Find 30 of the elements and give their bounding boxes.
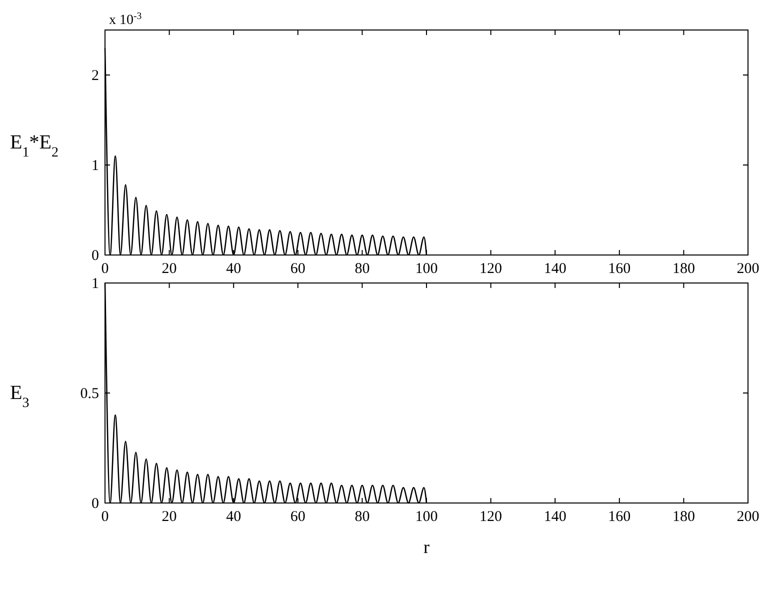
y-tick-label: 0.5 <box>80 386 99 402</box>
y-tick-label: 1 <box>92 158 99 174</box>
x-tick-label: 200 <box>736 509 759 525</box>
x-tick-label: 160 <box>608 261 631 277</box>
y-axis-title: E$_{3}$ <box>10 382 30 410</box>
x-tick-label: 120 <box>480 509 502 525</box>
x-tick-label: 40 <box>226 509 242 525</box>
y-axis-title: E$_{1}$*E$_{2}$ <box>10 132 58 160</box>
x-axis-title: r <box>424 537 430 557</box>
y-tick-label: 2 <box>92 68 99 84</box>
y-tick-label: 1 <box>92 276 99 292</box>
x-tick-label: 100 <box>415 509 438 525</box>
x-tick-label: 200 <box>736 261 759 277</box>
x-tick-label: 20 <box>162 261 177 277</box>
x-tick-label: 100 <box>415 261 438 277</box>
x-tick-label: 180 <box>672 261 695 277</box>
text: x 10$^{-3}$ <box>109 10 142 28</box>
x-tick-label: 20 <box>162 509 177 525</box>
x-tick-label: 60 <box>290 261 306 277</box>
x-tick-label: 160 <box>608 509 631 525</box>
x-tick-label: 80 <box>354 261 370 277</box>
x-tick-label: 180 <box>672 509 695 525</box>
y-tick-label: 0 <box>92 248 99 264</box>
x-tick-label: 140 <box>544 509 566 525</box>
x-tick-label: 120 <box>480 261 502 277</box>
x-tick-label: 80 <box>354 509 370 525</box>
y-tick-label: 0 <box>92 496 99 512</box>
x-tick-label: 60 <box>290 509 306 525</box>
x-tick-label: 40 <box>226 261 242 277</box>
x-tick-label: 140 <box>544 261 566 277</box>
